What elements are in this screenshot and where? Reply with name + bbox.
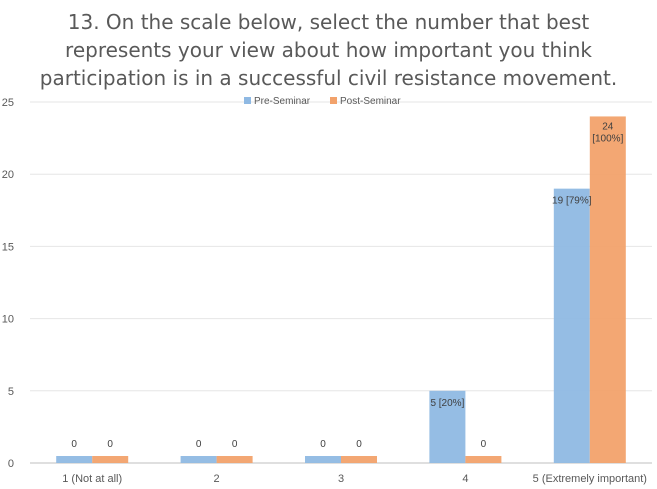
bar-post-4 (465, 456, 502, 463)
x-axis: 1 (Not at all) 2 3 4 5 (Extremely important) (62, 473, 647, 485)
chart-title: 13. On the scale below, select the numbe… (0, 8, 657, 92)
data-label: 0 (196, 439, 202, 450)
x-tick-label: 5 (Extremely important) (533, 473, 647, 485)
y-axis: 0 5 10 15 20 25 (2, 97, 14, 470)
data-labels: 0 0 0 0 0 0 5 [20%] 0 19 [79%] 24[100%] (71, 121, 623, 450)
y-tick-label: 10 (2, 314, 14, 326)
bar-pre-1 (56, 456, 93, 463)
y-tick-label: 0 (8, 458, 14, 470)
data-label: 0 (232, 439, 238, 450)
x-tick-label: 1 (Not at all) (62, 473, 122, 485)
y-tick-label: 15 (2, 241, 14, 253)
data-label: 0 (356, 439, 362, 450)
data-label: [100%] (592, 133, 623, 144)
bar-post-5 (589, 116, 626, 463)
bar-post-2 (216, 456, 253, 463)
legend-swatch-pre-seminar (244, 97, 251, 104)
bar-pre-4 (429, 390, 466, 463)
legend-swatch-post-seminar (330, 97, 337, 104)
y-tick-label: 25 (2, 97, 14, 109)
bar-pre-2 (180, 456, 217, 463)
data-label: 0 (481, 439, 487, 450)
data-label: 24 (602, 121, 614, 132)
bar-post-1 (92, 456, 129, 463)
y-tick-label: 20 (2, 169, 14, 181)
data-label: 0 (107, 439, 113, 450)
legend-label-post-seminar: Post-Seminar (340, 96, 401, 107)
data-label: 0 (71, 439, 77, 450)
data-label: 19 [79%] (552, 196, 592, 207)
bars (56, 116, 626, 463)
data-label: 0 (320, 439, 326, 450)
x-tick-label: 4 (462, 473, 468, 485)
x-tick-label: 3 (338, 473, 344, 485)
chart-title-line-3: participation is in a successful civil r… (39, 66, 618, 90)
legend: Pre-Seminar Post-Seminar (244, 96, 401, 107)
gridlines (30, 101, 652, 464)
bar-pre-3 (305, 456, 341, 463)
x-tick-label: 2 (214, 473, 220, 485)
legend-label-pre-seminar: Pre-Seminar (254, 96, 311, 107)
bar-post-3 (341, 456, 377, 463)
chart-title-line-2: represents your view about how important… (65, 38, 592, 62)
bar-pre-5 (553, 188, 590, 463)
chart-title-line-1: 13. On the scale below, select the numbe… (67, 10, 590, 34)
data-label: 5 [20%] (430, 398, 464, 409)
y-tick-label: 5 (8, 386, 14, 398)
